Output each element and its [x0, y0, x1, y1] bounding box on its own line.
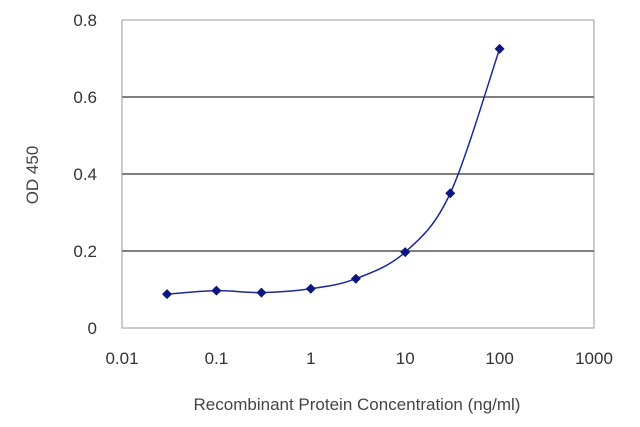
y-tick-label: 0.8 [73, 11, 97, 30]
series-line [166, 48, 501, 295]
x-tick-label: 0.01 [105, 349, 138, 368]
data-series [162, 43, 505, 300]
x-tick-label: 1 [306, 349, 315, 368]
y-tick-label: 0 [88, 319, 97, 338]
data-point [305, 283, 316, 294]
y-tick-label: 0.6 [73, 88, 97, 107]
y-tick-label: 0.4 [73, 165, 97, 184]
x-axis-title: Recombinant Protein Concentration (ng/ml… [194, 395, 521, 414]
x-tick-label: 100 [485, 349, 513, 368]
data-point [445, 188, 456, 199]
data-point [494, 43, 505, 54]
x-tick-labels: 0.01 0.1 1 10 100 1000 [105, 349, 612, 368]
x-tick-label: 10 [396, 349, 415, 368]
grid-lines [122, 96, 594, 252]
x-tick-label: 0.1 [205, 349, 229, 368]
x-tick-label: 1000 [575, 349, 613, 368]
data-point [400, 247, 411, 258]
y-tick-label: 0.2 [73, 242, 97, 261]
data-point [256, 287, 267, 298]
data-point [162, 289, 173, 300]
y-axis-title: OD 450 [23, 146, 42, 205]
data-point [211, 285, 222, 296]
data-point [350, 273, 361, 284]
y-tick-labels: 0 0.2 0.4 0.6 0.8 [73, 11, 97, 338]
